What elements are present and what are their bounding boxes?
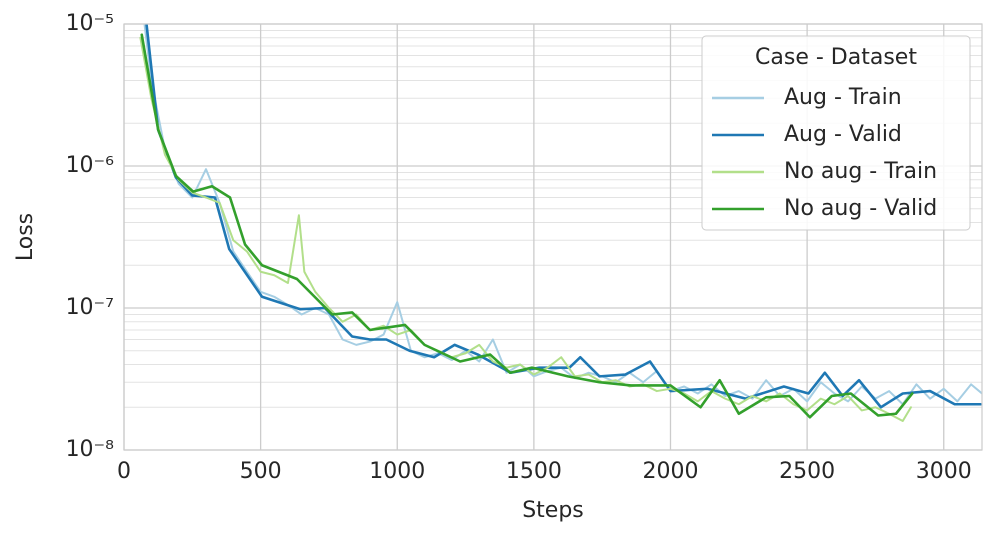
plot-frame	[123, 23, 983, 451]
x-tick-label: 2500	[779, 459, 835, 484]
legend-label: No aug - Train	[784, 159, 937, 184]
x-tick-label: 1500	[506, 459, 562, 484]
legend-box	[701, 35, 971, 231]
y-tick-label: 10⁻⁸	[66, 437, 115, 462]
x-tick-label: 2000	[642, 459, 698, 484]
x-tick-label: 500	[240, 459, 282, 484]
x-tick-label: 1000	[369, 459, 425, 484]
lines	[139, 24, 982, 423]
legend-title: Case - Dataset	[755, 45, 917, 70]
legend: Case - Dataset Aug - Train Aug - Valid No …	[701, 35, 971, 231]
series-line	[140, 33, 914, 419]
y-tick-label: 10⁻⁷	[66, 295, 114, 320]
legend-label: No aug - Valid	[784, 196, 937, 221]
y-axis-label: Loss	[13, 213, 38, 261]
x-tick-label: 3000	[916, 459, 972, 484]
x-tick-label: 0	[117, 459, 131, 484]
y-tick-label: 10⁻⁵	[66, 11, 114, 36]
labels: Steps Loss 10⁻⁸ 10⁻⁷ 10⁻⁶ 10⁻⁵ 0 500 1000 1500 2…	[13, 11, 972, 523]
y-tick-label: 10⁻⁶	[66, 153, 115, 178]
legend-label: Aug - Train	[784, 85, 902, 110]
legend-label: Aug - Valid	[784, 122, 902, 147]
x-axis-label: Steps	[522, 498, 584, 523]
